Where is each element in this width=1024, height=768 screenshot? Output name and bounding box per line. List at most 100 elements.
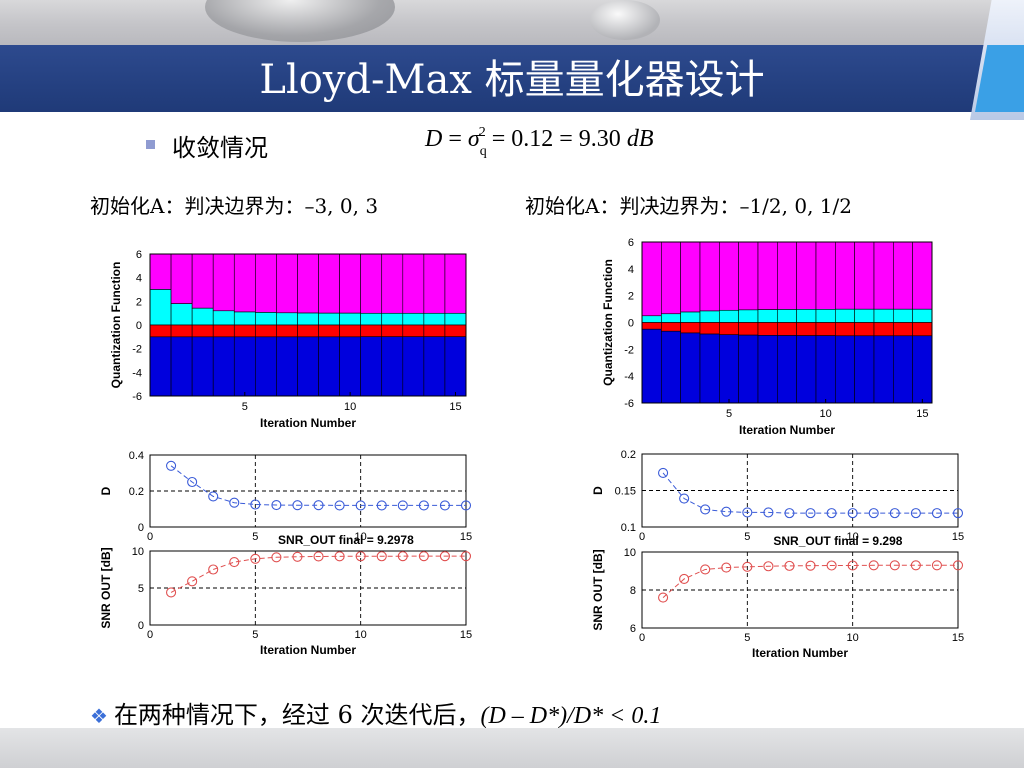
left-d-xtick-label: 10 (355, 531, 367, 543)
left-snr-xtick-label: 0 (147, 629, 153, 641)
left-bar-magenta-10 (339, 253, 361, 314)
right-bar-cyan-10 (815, 309, 836, 323)
right-bar-blue-13 (873, 335, 894, 404)
left-bar-magenta-4 (212, 253, 235, 312)
right-bar-cyan-11 (835, 308, 855, 323)
left-d-xtick-label: 5 (252, 531, 258, 543)
top-decoration-strip (0, 0, 1024, 45)
bullet-text: 收敛情况 (172, 134, 268, 162)
left-snr-point-1 (166, 587, 177, 598)
left-snr-xtick-label: 5 (252, 629, 258, 641)
right-snr-point-2 (679, 573, 690, 585)
figure-panel: -6 -4 -2 0 2 4 6 5 10 15 Iteration Number Quantizat… (92, 237, 970, 669)
diamond-bullet-icon: ❖ (90, 704, 108, 728)
right-bar-cyan-5 (719, 309, 739, 323)
right-d-point-5 (742, 507, 753, 518)
left-bar-cyan-11 (360, 312, 383, 326)
right-bar-magenta-9 (796, 241, 817, 310)
left-bar-blue-3 (191, 336, 214, 397)
right-bar-red-13 (873, 322, 894, 337)
left-snr-xlabel: Iteration Number (260, 643, 356, 657)
right-bar-magenta-11 (835, 241, 855, 310)
left-quant-ytick-label: -6 (132, 391, 142, 403)
left-bar-red-6 (255, 324, 277, 338)
right-snr-point-14 (931, 560, 942, 571)
right-snr-ytick-label: 8 (630, 585, 636, 597)
right-bar-magenta-3 (680, 241, 701, 313)
title-bar (0, 45, 1000, 112)
left-bar-cyan-12 (381, 312, 404, 326)
right-d-line (662, 472, 958, 514)
conclusion-text: 在两种情况下，经过 6 次迭代后， (113, 701, 481, 729)
right-snr-point-12 (889, 560, 900, 571)
left-bar-red-10 (339, 324, 361, 338)
right-bar-blue-3 (680, 332, 701, 404)
right-d-point-4 (721, 506, 732, 517)
left-bar-red-3 (191, 324, 214, 338)
right-d-point-13 (910, 508, 921, 519)
left-quant-ylabel: Quantization Function (109, 262, 123, 389)
left-snr-point-6 (271, 552, 282, 563)
left-quant-ytick-label: 2 (136, 296, 142, 308)
right-snr-annotation: SNR_OUT final = 9.298 (773, 534, 902, 548)
right-bar-red-14 (893, 322, 913, 337)
left-d-point-6 (271, 499, 282, 511)
right-bar-cyan-4 (699, 310, 720, 323)
left-bar-red-13 (402, 324, 425, 338)
right-bar-blue-11 (835, 335, 855, 404)
left-bar-magenta-14 (423, 253, 446, 314)
left-bar-cyan-8 (297, 312, 319, 326)
right-bar-magenta-10 (815, 241, 836, 310)
left-bar-blue-11 (360, 336, 383, 397)
right-d-point-8 (805, 508, 816, 519)
right-bar-cyan-2 (661, 313, 681, 323)
right-snr-point-5 (742, 561, 753, 572)
left-snr-ylabel: SNR OUT [dB] (99, 547, 113, 628)
formula-lhs: D (425, 126, 443, 152)
left-bar-magenta-6 (255, 253, 277, 313)
left-bar-magenta-12 (381, 253, 404, 314)
right-quant-xlabel: Iteration Number (739, 423, 835, 437)
right-bar-red-2 (661, 322, 681, 332)
left-d-point-5 (250, 499, 261, 510)
right-bar-blue-5 (719, 334, 739, 404)
right-snr-ytick-label: 10 (624, 547, 636, 559)
right-bar-magenta-6 (738, 241, 759, 311)
left-d-point-13 (418, 500, 429, 511)
right-bar-cyan-14 (893, 308, 913, 323)
formula-unit: dB (626, 126, 654, 152)
left-bar-cyan-15 (444, 312, 467, 326)
left-snr-point-7 (292, 551, 303, 562)
right-bar-magenta-5 (719, 241, 739, 311)
right-bar-blue-15 (912, 335, 933, 404)
left-bar-red-9 (318, 324, 340, 338)
left-d-point-14 (439, 500, 450, 511)
left-d-xtick-label: 0 (147, 531, 153, 543)
right-d-point-6 (763, 507, 774, 518)
right-bar-red-8 (777, 322, 797, 336)
right-snr-point-7 (784, 560, 795, 571)
left-d-ytick-label: 0 (138, 522, 144, 534)
left-d-point-3 (208, 491, 219, 502)
left-bar-cyan-3 (191, 307, 214, 326)
left-bar-blue-10 (339, 336, 361, 397)
right-snr-point-9 (826, 560, 837, 571)
right-bar-blue-9 (796, 335, 817, 404)
right-quant-xtick-label: 15 (916, 408, 928, 420)
left-d-point-9 (334, 500, 345, 511)
right-snr-point-10 (847, 560, 858, 571)
right-d-ytick-label: 0.15 (615, 486, 636, 498)
right-quant-frame (641, 241, 933, 404)
left-d-ylabel: D (99, 486, 113, 495)
left-snr-point-8 (313, 551, 324, 562)
right-d-point-7 (784, 508, 795, 519)
right-bar-cyan-7 (757, 309, 778, 323)
left-d-ytick-label: 0.4 (129, 450, 144, 462)
left-bar-magenta-1 (149, 253, 172, 290)
right-quant-ytick-label: 0 (628, 318, 634, 330)
bullet-square-icon (146, 140, 155, 149)
formula-sigma: σ (467, 126, 480, 152)
right-bar-blue-1 (641, 328, 662, 404)
right-bar-magenta-7 (757, 241, 778, 310)
right-snr-point-13 (910, 560, 921, 571)
